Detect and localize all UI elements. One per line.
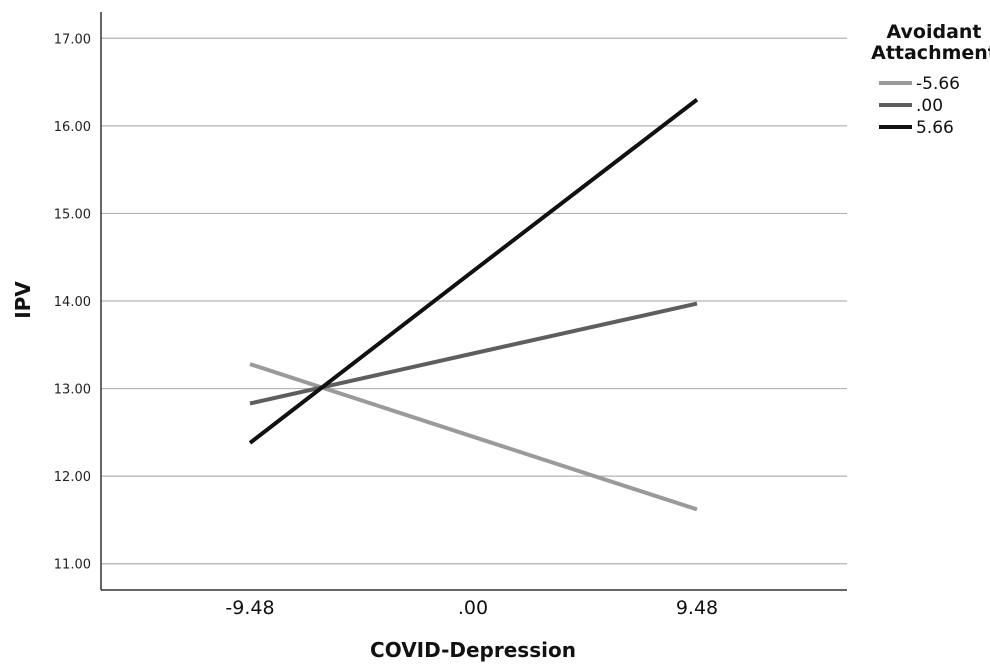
x-axis-title: COVID-Depression bbox=[370, 638, 576, 662]
series-lines bbox=[248, 98, 699, 512]
series-line-2 bbox=[248, 98, 699, 445]
gridlines bbox=[101, 37, 847, 565]
y-tick-label: 12.00 bbox=[54, 470, 91, 485]
legend-label: .00 bbox=[916, 96, 943, 116]
y-axis-tick-labels: 11.00 12.00 13.00 14.00 15.00 16.00 17.00 bbox=[54, 32, 91, 572]
x-axis-tick-labels: -9.48 .00 9.48 bbox=[225, 597, 718, 619]
legend-title-line-2: Attachment bbox=[871, 42, 990, 64]
y-tick-label: 11.00 bbox=[54, 558, 91, 573]
x-tick-label: 9.48 bbox=[676, 597, 718, 619]
legend: Avoidant Attachment -5.66.005.66 bbox=[871, 21, 990, 138]
y-tick-label: 15.00 bbox=[54, 207, 91, 222]
x-tick-label: -9.48 bbox=[225, 597, 274, 619]
axes bbox=[100, 12, 847, 591]
y-axis-title: IPV bbox=[11, 281, 35, 319]
y-tick-label: 17.00 bbox=[54, 32, 91, 47]
legend-label: -5.66 bbox=[916, 74, 960, 94]
y-tick-label: 16.00 bbox=[54, 120, 91, 135]
y-tick-label: 14.00 bbox=[54, 295, 91, 310]
legend-title-line-1: Avoidant bbox=[886, 21, 981, 43]
legend-label: 5.66 bbox=[916, 118, 954, 138]
y-tick-label: 13.00 bbox=[54, 383, 91, 398]
series-line-0 bbox=[249, 362, 698, 512]
x-tick-label: .00 bbox=[458, 597, 488, 619]
legend-items: -5.66.005.66 bbox=[879, 74, 960, 138]
